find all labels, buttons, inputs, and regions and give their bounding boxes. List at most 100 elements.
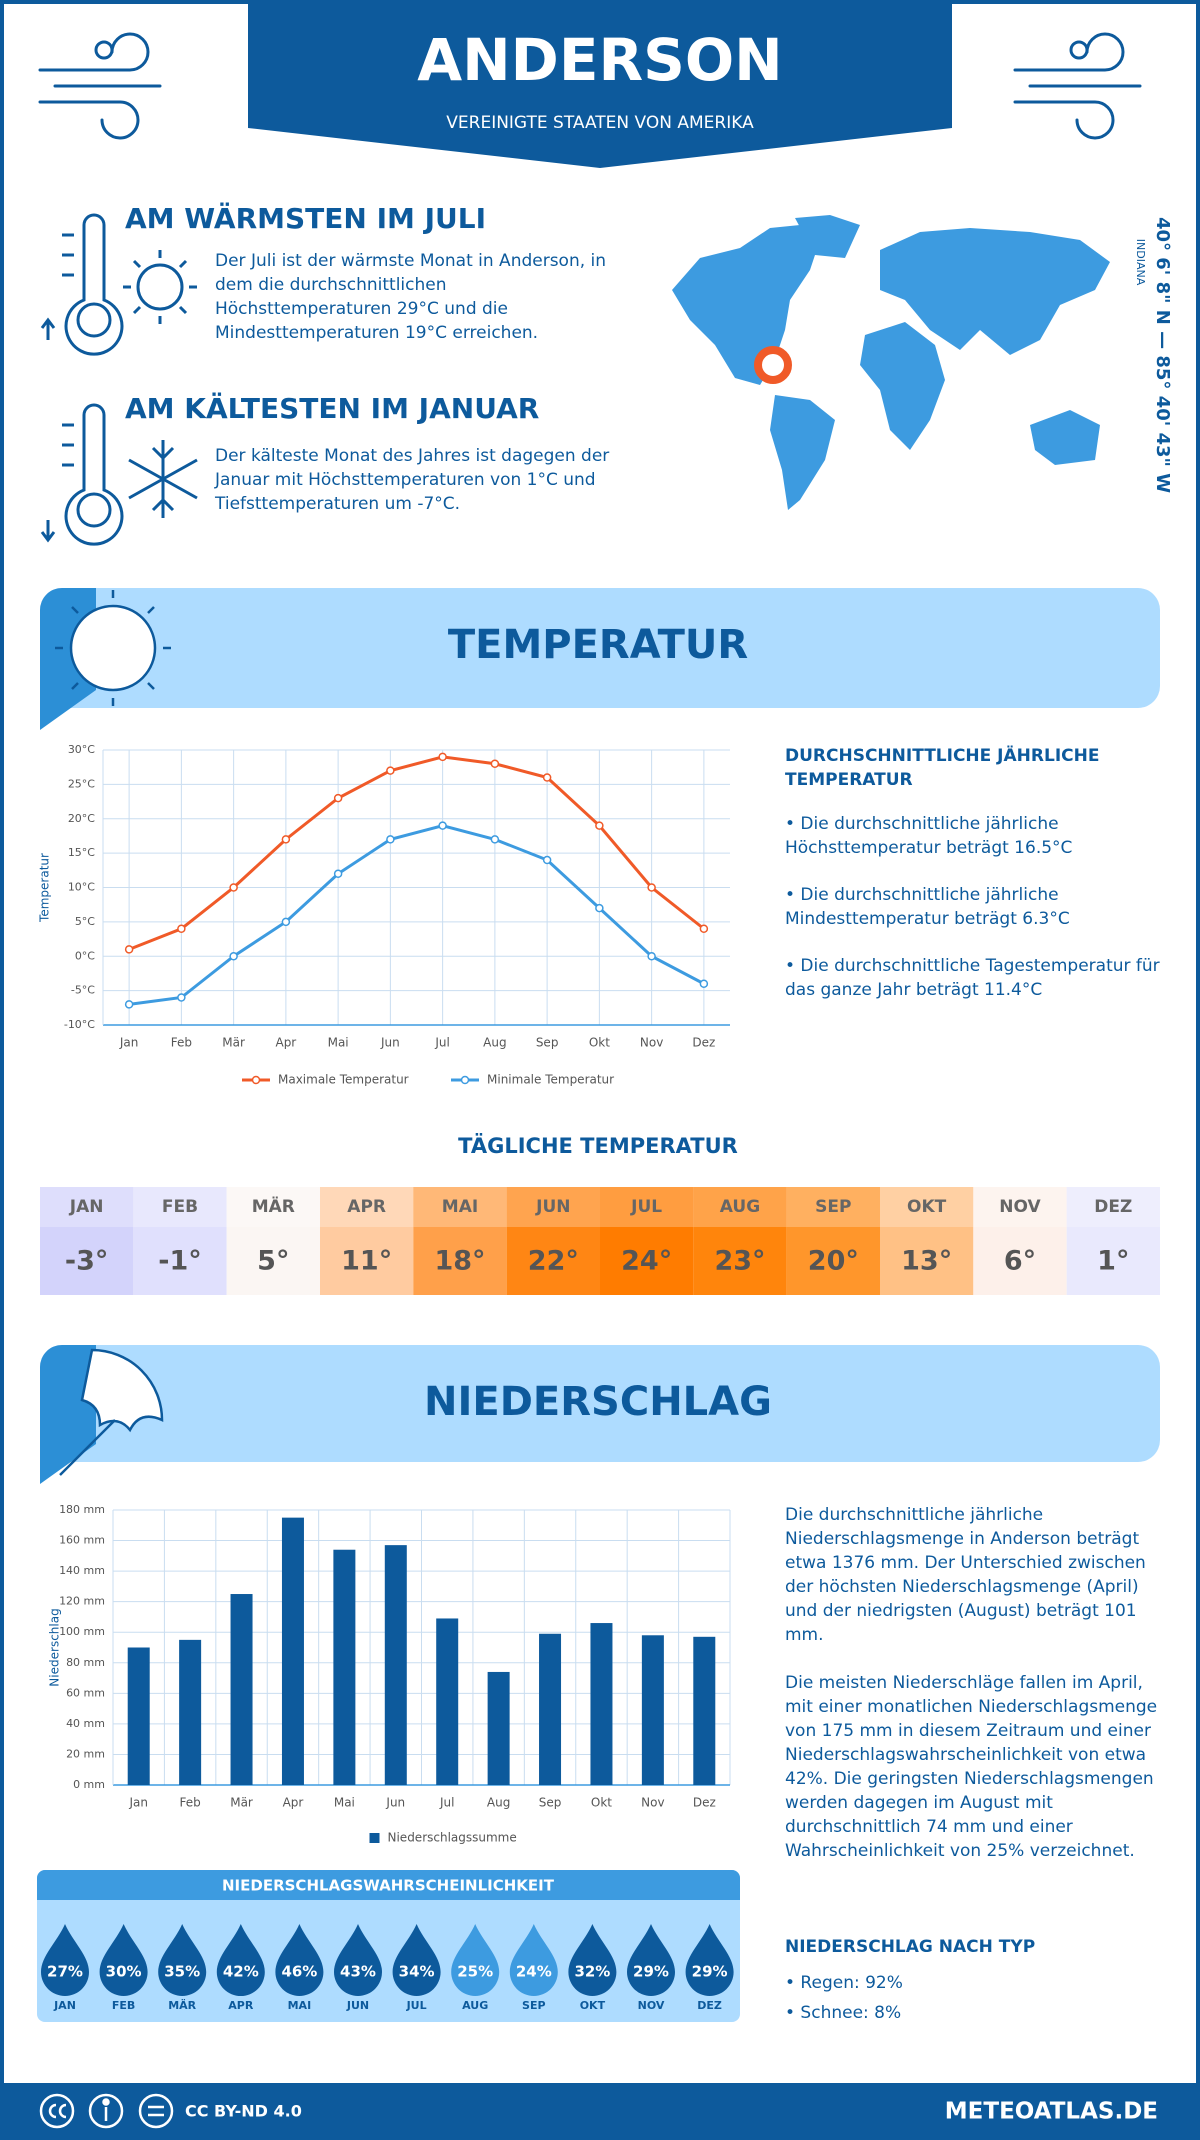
month-label: MÄR [252, 1195, 295, 1217]
month-header-cell [413, 1187, 507, 1227]
probability-month: MAI [288, 1999, 312, 2012]
month-label: JAN [69, 1197, 104, 1217]
city-title: ANDERSON [417, 26, 782, 94]
temperature-label: 18° [434, 1246, 485, 1277]
legend-label: Minimale Temperatur [487, 1073, 614, 1087]
temperature-cell [506, 1227, 600, 1295]
x-tick-label: Sep [539, 1796, 562, 1810]
temperature-banner [40, 588, 1160, 708]
probability-label: 29% [692, 1963, 728, 1981]
temperature-cell [413, 1227, 507, 1295]
probability-month: NOV [638, 1999, 665, 2012]
probability-header [37, 1870, 740, 1900]
bar [539, 1633, 562, 1785]
y-tick-label: -10°C [64, 1018, 95, 1031]
cold-icon [40, 403, 198, 546]
point [647, 952, 656, 961]
site-name[interactable]: METEOATLAS.DE [945, 2099, 1158, 2125]
point [595, 903, 604, 913]
header-tint [133, 1187, 227, 1227]
point [595, 821, 604, 830]
month-header-cell [40, 1187, 134, 1227]
temperature-label: 5° [257, 1246, 289, 1277]
license: CC BY-ND 4.0 [185, 2102, 302, 2121]
month-label: AUG [720, 1197, 760, 1217]
point [281, 917, 291, 927]
y-tick-label: 20 mm [66, 1747, 105, 1760]
summary-bullet: • Die durchschnittliche jährliche Mindes… [785, 885, 1070, 929]
probability-drop [334, 1924, 382, 1996]
warm-icon [40, 213, 197, 356]
y-axis-label: Temperatur [38, 853, 52, 923]
x-tick-label: Mai [328, 1036, 349, 1050]
bar [436, 1618, 459, 1785]
section-title: NIEDERSCHLAG [424, 1379, 772, 1425]
probability-label: 24% [516, 1963, 552, 1981]
temperature-cell [1066, 1227, 1160, 1295]
y-tick-label: 25°C [68, 777, 95, 790]
probability-label: 46% [281, 1963, 317, 1981]
temperature-cell [600, 1227, 694, 1295]
header-tint [506, 1187, 600, 1227]
daily-title: TÄGLICHE TEMPERATUR [458, 1133, 738, 1158]
section-title: TEMPERATUR [448, 622, 748, 668]
point [438, 821, 447, 830]
month-header-cell [506, 1187, 600, 1227]
point [699, 979, 709, 988]
point [177, 993, 186, 1002]
legend-label: Maximale Temperatur [278, 1073, 409, 1087]
x-tick-label: Jan [119, 1036, 139, 1050]
probability-label: 32% [574, 1963, 610, 1981]
temperature-cell [40, 1227, 134, 1295]
probability-month: JAN [53, 1999, 76, 2012]
legend-swatch [369, 1833, 380, 1843]
legend-swatch [251, 1075, 261, 1085]
temperature-label: -1° [158, 1246, 202, 1277]
y-tick-label: 60 mm [66, 1686, 105, 1699]
y-tick-label: 100 mm [59, 1625, 105, 1638]
paragraph: Die durchschnittliche jährliche Niedersc… [785, 1505, 1146, 1645]
point [177, 924, 186, 933]
x-tick-label: Dez [692, 1036, 715, 1050]
probability-drop [275, 1924, 324, 1997]
header-tint [226, 1187, 320, 1227]
probability-label: 42% [223, 1963, 259, 1981]
month-label: FEB [162, 1197, 198, 1217]
probability-drop [216, 1924, 265, 1997]
point [124, 945, 134, 954]
paragraph: Die meisten Niederschläge fallen im Apri… [785, 1673, 1158, 1861]
point [490, 835, 500, 844]
probability-month: MÄR [168, 1998, 196, 2012]
probability-month: DEZ [697, 1999, 722, 2012]
y-axis-label: Niederschlag [48, 1608, 62, 1686]
type-list: • Regen: 92% • Schnee: 8% [785, 1968, 1155, 2028]
x-tick-label: Jul [434, 1036, 449, 1050]
type-item: • Regen: 92% [785, 1973, 903, 1993]
y-tick-label: 140 mm [59, 1564, 105, 1577]
summary-list: • Die durchschnittliche jährliche Höchst… [785, 812, 1160, 1025]
month-header-cell [1066, 1187, 1160, 1227]
point [333, 793, 343, 803]
probability-drop [158, 1924, 207, 1997]
probability-month: SEP [522, 1999, 546, 2012]
y-tick-label: 15°C [68, 846, 95, 859]
month-header-cell [133, 1187, 227, 1227]
temperature-cell [693, 1227, 787, 1295]
month-header-cell [693, 1187, 787, 1227]
temperature-cell [973, 1227, 1067, 1295]
footer-bar [0, 2083, 1200, 2140]
point [490, 759, 500, 768]
month-header-cell [320, 1187, 414, 1227]
umbrella-icon [59, 1348, 164, 1476]
y-tick-label: 0°C [75, 949, 95, 962]
x-tick-label: Jul [439, 1796, 454, 1810]
series-line [128, 755, 705, 951]
bar [384, 1545, 407, 1785]
y-tick-label: 30°C [68, 743, 95, 756]
x-tick-label: Mär [230, 1796, 253, 1810]
x-tick-label: Sep [536, 1036, 559, 1050]
x-tick-label: Feb [171, 1036, 192, 1050]
